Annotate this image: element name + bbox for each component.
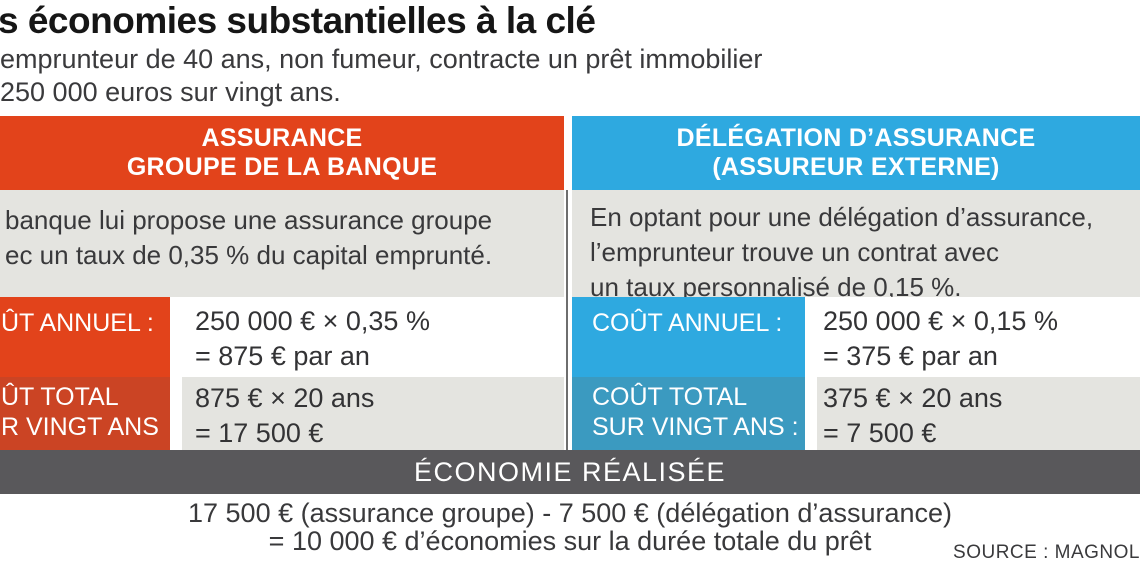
label-cout-total-right: COÛT TOTAL SUR VINGT ANS : [572,377,805,450]
subtitle-line1: emprunteur de 40 ans, non fumeur, contra… [0,44,763,74]
subtitle-line2: 250 000 euros sur vingt ans. [0,77,341,107]
paragraph-delegation: En optant pour une délégation d’assuranc… [572,190,1140,302]
value-cout-annuel-right: 250 000 € × 0,15 % = 375 € par an [817,297,1140,377]
header-right-line1: DÉLÉGATION D’ASSURANCE [676,124,1036,152]
header-assurance-groupe: ASSURANCE GROUPE DE LA BANQUE [0,116,564,190]
header-delegation-assurance: DÉLÉGATION D’ASSURANCE (ASSUREUR EXTERNE… [572,116,1140,190]
page-title: s économies substantielles à la clé [0,0,596,41]
para-right-line2: l’emprunteur trouve un contrat avec [590,237,999,267]
value-cout-annuel-left: 250 000 € × 0,35 % = 875 € par an [182,297,564,377]
summary-line2: = 10 000 € d’économies sur la durée tota… [268,526,872,556]
value-cout-total-right: 375 € × 20 ans = 7 500 € [817,377,1140,450]
para-left-line1: banque lui propose une assurance groupe [5,205,493,235]
para-left-line2: ec un taux de 0,35 % du capital emprunté… [5,240,493,270]
para-right-line1: En optant pour une délégation d’assuranc… [590,202,1094,232]
label-cout-annuel-right: COÛT ANNUEL : [572,297,805,377]
header-left-line2: GROUPE DE LA BANQUE [126,153,438,181]
summary-line1: 17 500 € (assurance groupe) - 7 500 € (d… [188,498,952,528]
column-divider [566,190,568,450]
value-cout-total-left: 875 € × 20 ans = 17 500 € [182,377,564,450]
label-cout-annuel-left: ÛT ANNUEL : [0,297,170,377]
label-cout-total-left: ÛT TOTAL R VINGT ANS : [0,377,170,471]
header-left-line1: ASSURANCE [201,124,363,152]
economie-realisee-bar: ÉCONOMIE RÉALISÉE [0,450,1140,494]
header-right-line2: (ASSUREUR EXTERNE) [712,153,1000,181]
source-credit: SOURCE : MAGNOL [953,542,1140,563]
paragraph-assurance-groupe: banque lui propose une assurance groupe … [0,190,564,297]
